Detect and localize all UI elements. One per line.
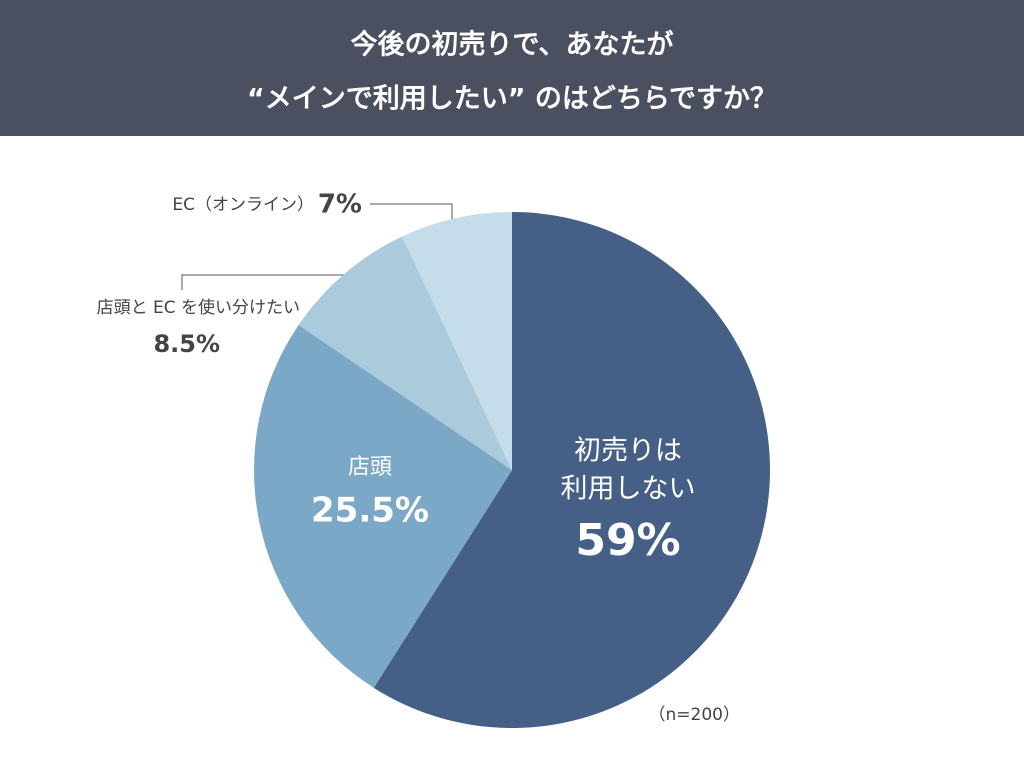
slice-category: 初売りは (574, 436, 682, 467)
slice-value-label: 8.5% (153, 330, 220, 358)
pie-slice (298, 236, 512, 470)
pie-slice (373, 212, 770, 728)
slice-value-label: 7% (318, 190, 362, 220)
slice-category: 店頭 (348, 455, 392, 480)
pie-slice (254, 324, 512, 688)
pie-slice (402, 212, 512, 470)
leader-line (181, 274, 346, 290)
sample-note: （n=200） (649, 705, 740, 725)
title-line: 今後の初売りで、あなたが (351, 29, 674, 61)
title-line: “メインで利用したい” のはどちらですか？ (247, 84, 777, 115)
leader-line (370, 203, 453, 222)
slice-value-label: 59% (575, 515, 680, 566)
slice-value-label: 25.5% (311, 491, 429, 531)
slice-category: 店頭と EC を使い分けたい (97, 297, 300, 318)
header-band (0, 0, 1024, 136)
slice-category: EC（オンライン） (172, 195, 314, 215)
slice-category: 利用しない (561, 474, 696, 505)
